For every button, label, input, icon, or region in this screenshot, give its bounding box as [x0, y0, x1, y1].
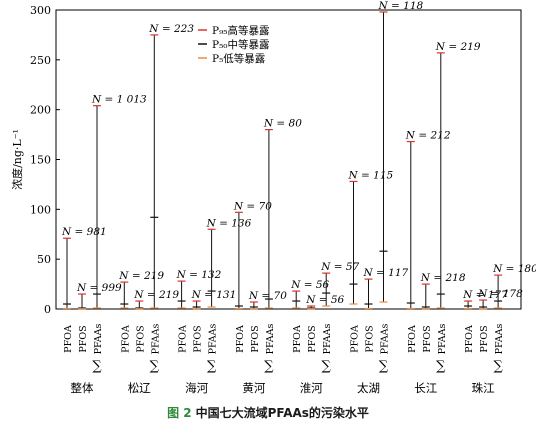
n-label: N = 981 [61, 226, 107, 238]
n-label: N = 132 [176, 269, 222, 281]
y-tick-label: 0 [44, 303, 51, 316]
legend-label-p50: P₅₀中等暴露 [212, 38, 270, 51]
figure-label: 图 2 [167, 406, 192, 420]
n-label: N = 70 [233, 200, 272, 212]
compound-label: PFAAs [494, 324, 505, 355]
n-label: N = 57 [320, 261, 359, 273]
n-label: N = 118 [378, 0, 424, 12]
compound-label: PFOA [63, 325, 74, 353]
figure-title: 中国七大流域PFAAs的污染水平 [195, 406, 369, 420]
sum-symbol: ∑ [264, 359, 274, 374]
group-label: 珠江 [472, 381, 495, 395]
n-label: N = 56 [290, 279, 329, 291]
compound-label: PFOS [307, 325, 318, 352]
n-label: N = 219 [435, 41, 481, 53]
n-label: N = 136 [206, 217, 252, 229]
n-label: N = 70 [248, 290, 287, 302]
compound-label: PFOS [422, 325, 433, 352]
sum-symbol: ∑ [493, 359, 503, 374]
sum-symbol: ∑ [436, 359, 446, 374]
compound-label: PFOA [464, 325, 475, 353]
y-tick-label: 50 [37, 253, 51, 266]
n-label: N = 177 [462, 289, 508, 301]
y-tick-label: 100 [30, 203, 51, 216]
compound-label: PFOA [235, 325, 246, 353]
compound-label: PFOA [350, 325, 361, 353]
compound-label: PFOA [292, 325, 303, 353]
compound-label: PFAAs [208, 324, 219, 355]
y-tick-label: 300 [30, 4, 51, 17]
group-label: 黄河 [242, 381, 265, 395]
group-label: 松辽 [128, 381, 151, 395]
sum-symbol: ∑ [322, 359, 332, 374]
sum-symbol: ∑ [379, 359, 389, 374]
compound-label: PFOS [193, 325, 204, 352]
group-label: 海河 [185, 381, 208, 395]
legend-label-p95: P₉₅高等暴露 [212, 24, 270, 37]
compound-label: PFAAs [322, 324, 333, 355]
compound-label: PFOA [407, 325, 418, 353]
n-label: N = 56 [305, 294, 344, 306]
n-label: N = 131 [191, 289, 237, 301]
n-label: N = 219 [118, 270, 164, 282]
y-tick-label: 250 [30, 54, 51, 67]
sum-symbol: ∑ [92, 359, 102, 374]
compound-label: PFAAs [380, 324, 391, 355]
group-label: 长江 [414, 381, 437, 395]
compound-label: PFAAs [265, 324, 276, 355]
compound-label: PFOA [178, 325, 189, 353]
plot-frame [55, 9, 522, 310]
compound-label: PFOS [479, 325, 490, 352]
compound-label: PFOS [250, 325, 261, 352]
legend-label-p5: P₅低等暴露 [212, 52, 266, 65]
n-label: N = 178 [477, 288, 523, 300]
n-label: N = 115 [348, 169, 394, 181]
compound-label: PFAAs [93, 324, 104, 355]
sum-symbol: ∑ [150, 359, 160, 374]
n-label: N = 117 [363, 267, 409, 279]
n-label: N = 219 [133, 289, 179, 301]
y-tick-label: 200 [30, 104, 51, 117]
compound-label: PFOA [120, 325, 131, 353]
n-label: N = 218 [420, 272, 466, 284]
n-label: N = 223 [148, 23, 194, 35]
group-label: 淮河 [300, 381, 323, 395]
y-axis-label: 浓度/ng·L⁻¹ [10, 129, 24, 190]
sum-symbol: ∑ [207, 359, 217, 374]
n-label: N = 1 013 [91, 94, 147, 106]
compound-label: PFOS [78, 325, 89, 352]
compound-label: PFOS [365, 325, 376, 352]
n-label: N = 999 [76, 282, 122, 294]
n-label: N = 180 [492, 263, 536, 275]
group-label: 太湖 [357, 381, 380, 395]
figure-caption: 图 2 中国七大流域PFAAs的污染水平 [0, 404, 536, 421]
compound-label: PFAAs [437, 324, 448, 355]
compound-label: PFOS [135, 325, 146, 352]
n-label: N = 80 [263, 118, 302, 130]
compound-label: PFAAs [150, 324, 161, 355]
y-tick-label: 150 [30, 154, 51, 167]
n-label: N = 212 [405, 130, 451, 142]
group-label: 整体 [71, 381, 94, 395]
